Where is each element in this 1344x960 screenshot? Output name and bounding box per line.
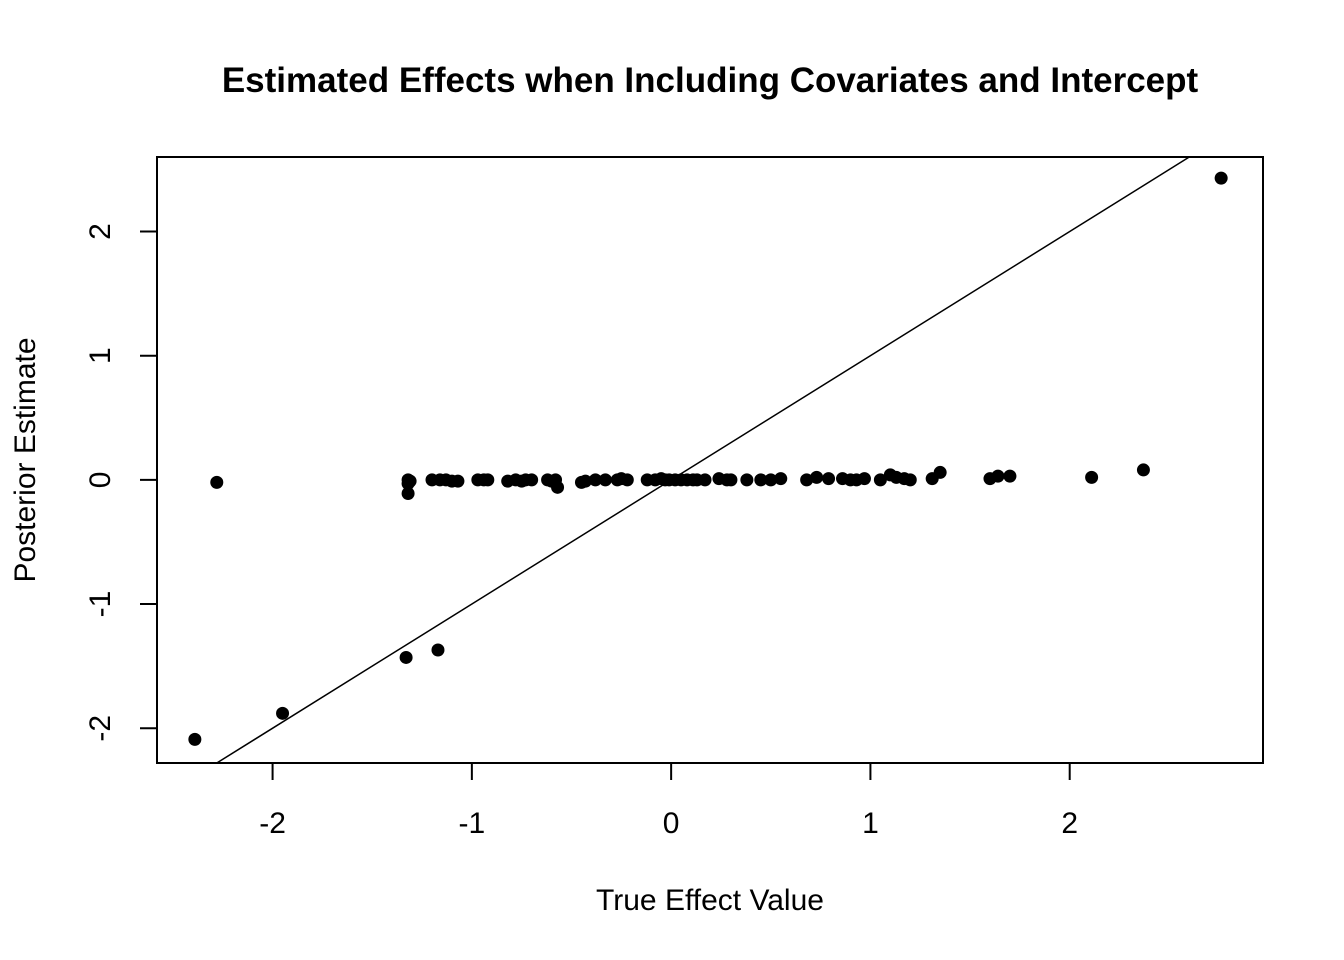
data-point: [1003, 469, 1017, 483]
data-point: [822, 472, 836, 486]
y-tick-label: -1: [84, 591, 117, 618]
x-tick-label: 2: [1061, 807, 1078, 840]
y-tick-label: 0: [84, 472, 117, 489]
reference-line: [216, 156, 1190, 764]
data-point: [451, 474, 465, 488]
data-point: [525, 473, 539, 487]
x-tick-label: -1: [459, 807, 486, 840]
data-point: [481, 473, 495, 487]
data-point: [933, 465, 947, 479]
data-point: [188, 732, 202, 746]
data-point: [724, 473, 738, 487]
data-point: [754, 473, 768, 487]
y-tick-label: 1: [84, 347, 117, 364]
data-point: [1085, 470, 1099, 484]
data-point: [991, 469, 1005, 483]
data-point: [1214, 171, 1228, 185]
data-point: [620, 473, 634, 487]
data-point: [857, 472, 871, 486]
chart-title: Estimated Effects when Including Covaria…: [222, 61, 1199, 100]
data-point: [403, 474, 417, 488]
data-point: [873, 473, 887, 487]
data-point: [210, 475, 224, 489]
x-axis-label: True Effect Value: [596, 884, 824, 917]
plot-frame: [156, 156, 1264, 764]
data-point: [431, 643, 445, 657]
data-point: [551, 480, 565, 494]
data-point: [800, 473, 814, 487]
data-point: [399, 650, 413, 664]
data-points: [188, 171, 1228, 746]
data-point: [698, 473, 712, 487]
data-point: [903, 473, 917, 487]
x-tick-label: -2: [259, 807, 286, 840]
data-point: [1136, 463, 1150, 477]
x-tick-label: 1: [862, 807, 879, 840]
y-axis-label: Posterior Estimate: [9, 337, 42, 582]
y-tick-label: 2: [84, 223, 117, 240]
data-point: [740, 473, 754, 487]
x-tick-label: 0: [663, 807, 680, 840]
reference-line-group: [216, 156, 1190, 764]
data-point: [401, 487, 415, 501]
data-point: [588, 473, 602, 487]
data-point: [598, 473, 612, 487]
plot-area: [156, 156, 1264, 764]
data-point: [578, 474, 592, 488]
data-point: [810, 470, 824, 484]
data-point: [276, 706, 290, 720]
x-axis: -2 -1 0 1 2: [259, 762, 1078, 840]
y-tick-label: -2: [84, 715, 117, 742]
y-axis: -2 -1 0 1 2: [84, 223, 158, 742]
data-point: [764, 473, 778, 487]
data-point: [774, 472, 788, 486]
